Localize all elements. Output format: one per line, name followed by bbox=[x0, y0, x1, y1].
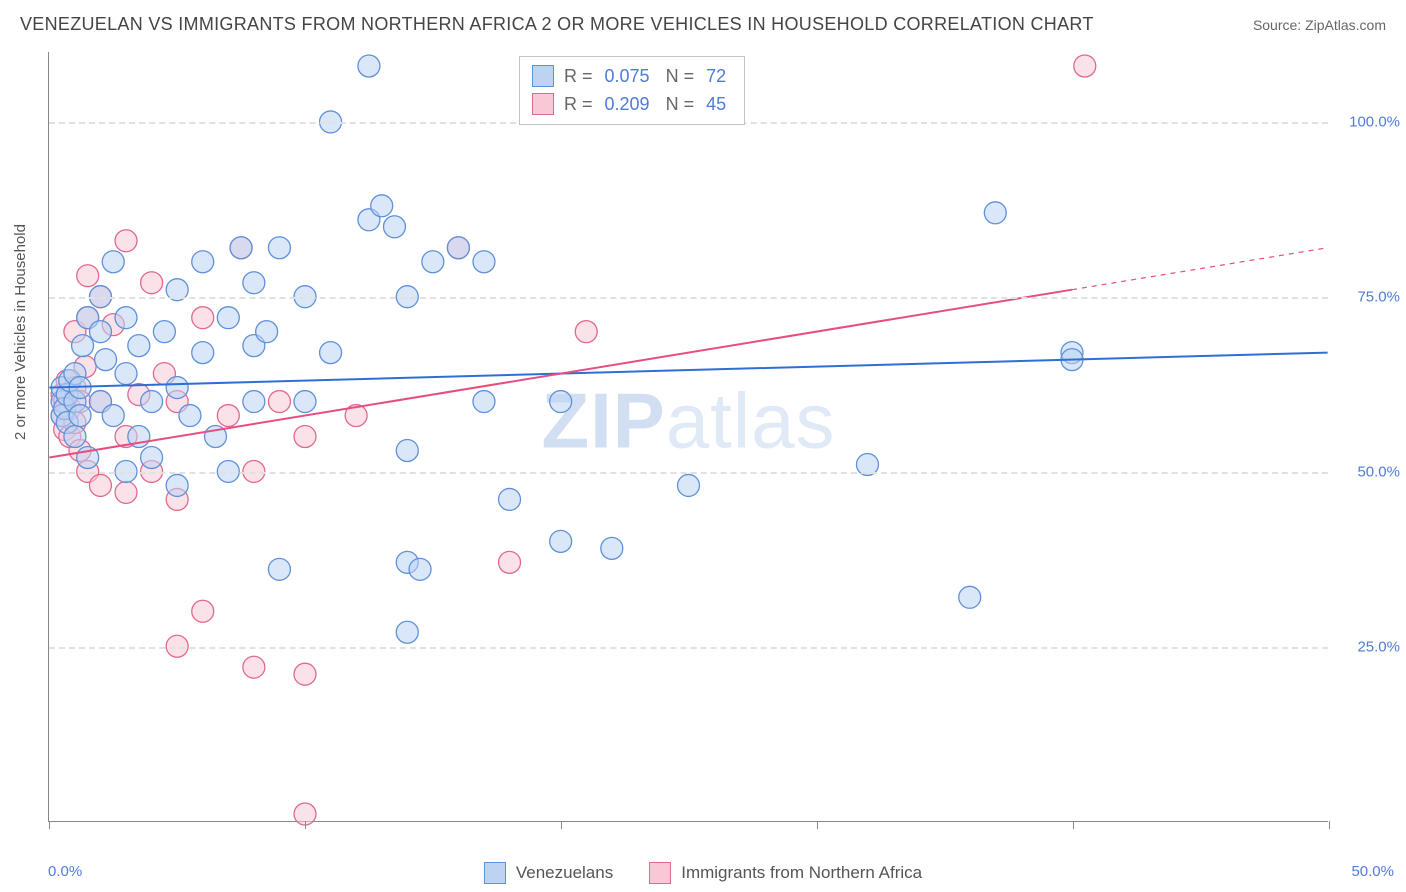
data-point bbox=[984, 202, 1006, 224]
data-point bbox=[141, 272, 163, 294]
gridline bbox=[49, 472, 1328, 474]
data-point bbox=[115, 307, 137, 329]
data-point bbox=[179, 405, 201, 427]
series-legend: Venezuelans Immigrants from Northern Afr… bbox=[0, 862, 1406, 884]
data-point bbox=[396, 621, 418, 643]
legend-row-venezuelans: R = 0.075 N = 72 bbox=[532, 62, 732, 90]
data-point bbox=[217, 405, 239, 427]
data-point bbox=[102, 251, 124, 273]
gridline bbox=[49, 297, 1328, 299]
data-point bbox=[89, 474, 111, 496]
data-point bbox=[192, 307, 214, 329]
data-point bbox=[192, 251, 214, 273]
data-point bbox=[77, 265, 99, 287]
data-point bbox=[473, 251, 495, 273]
data-point bbox=[678, 474, 700, 496]
correlation-legend: R = 0.075 N = 72 R = 0.209 N = 45 bbox=[519, 56, 745, 125]
data-point bbox=[959, 586, 981, 608]
n-value-1: 45 bbox=[706, 90, 726, 118]
x-tick bbox=[305, 821, 306, 829]
data-point bbox=[192, 342, 214, 364]
data-point bbox=[371, 195, 393, 217]
data-point bbox=[230, 237, 252, 259]
data-point bbox=[115, 363, 137, 385]
data-point bbox=[575, 321, 597, 343]
data-point bbox=[192, 600, 214, 622]
swatch-icon bbox=[532, 93, 554, 115]
data-point bbox=[72, 335, 94, 357]
trend-line bbox=[49, 353, 1327, 388]
source-label: Source: ZipAtlas.com bbox=[1253, 17, 1386, 33]
data-point bbox=[601, 537, 623, 559]
data-point bbox=[141, 446, 163, 468]
chart-title: VENEZUELAN VS IMMIGRANTS FROM NORTHERN A… bbox=[20, 14, 1094, 35]
y-tick-label: 25.0% bbox=[1357, 639, 1400, 656]
data-point bbox=[294, 663, 316, 685]
r-value-1: 0.209 bbox=[605, 90, 650, 118]
data-point bbox=[409, 558, 431, 580]
legend-row-northern-africa: R = 0.209 N = 45 bbox=[532, 90, 732, 118]
data-point bbox=[422, 251, 444, 273]
data-point bbox=[128, 335, 150, 357]
scatter-svg bbox=[49, 52, 1328, 821]
swatch-icon bbox=[649, 862, 671, 884]
y-tick-label: 75.0% bbox=[1357, 289, 1400, 306]
data-point bbox=[320, 342, 342, 364]
gridline bbox=[49, 647, 1328, 649]
x-tick bbox=[1329, 821, 1330, 829]
x-tick bbox=[49, 821, 50, 829]
data-point bbox=[89, 321, 111, 343]
data-point bbox=[166, 474, 188, 496]
x-tick bbox=[561, 821, 562, 829]
data-point bbox=[499, 551, 521, 573]
plot-area: ZIPatlas R = 0.075 N = 72 R = 0.209 N = … bbox=[48, 52, 1328, 822]
data-point bbox=[102, 405, 124, 427]
data-point bbox=[141, 391, 163, 413]
data-point bbox=[243, 272, 265, 294]
swatch-icon bbox=[532, 65, 554, 87]
data-point bbox=[550, 391, 572, 413]
data-point bbox=[294, 391, 316, 413]
data-point bbox=[69, 405, 91, 427]
data-point bbox=[243, 656, 265, 678]
data-point bbox=[396, 439, 418, 461]
data-point bbox=[256, 321, 278, 343]
data-point bbox=[64, 426, 86, 448]
data-point bbox=[268, 391, 290, 413]
x-tick bbox=[1073, 821, 1074, 829]
data-point bbox=[447, 237, 469, 259]
data-point bbox=[243, 391, 265, 413]
data-point bbox=[166, 377, 188, 399]
data-point bbox=[499, 488, 521, 510]
data-point bbox=[294, 426, 316, 448]
data-point bbox=[1074, 55, 1096, 77]
legend-item-northern-africa: Immigrants from Northern Africa bbox=[649, 862, 922, 884]
data-point bbox=[358, 55, 380, 77]
data-point bbox=[383, 216, 405, 238]
data-point bbox=[268, 558, 290, 580]
data-point bbox=[95, 349, 117, 371]
legend-item-venezuelans: Venezuelans bbox=[484, 862, 613, 884]
data-point bbox=[268, 237, 290, 259]
r-value-0: 0.075 bbox=[605, 62, 650, 90]
x-tick bbox=[817, 821, 818, 829]
n-value-0: 72 bbox=[706, 62, 726, 90]
y-axis-label: 2 or more Vehicles in Household bbox=[12, 224, 29, 440]
data-point bbox=[473, 391, 495, 413]
data-point bbox=[153, 321, 175, 343]
y-tick-label: 50.0% bbox=[1357, 464, 1400, 481]
y-tick-label: 100.0% bbox=[1349, 114, 1400, 131]
trend-line-extrapolated bbox=[1072, 248, 1328, 290]
data-point bbox=[550, 530, 572, 552]
data-point bbox=[115, 481, 137, 503]
data-point bbox=[217, 307, 239, 329]
swatch-icon bbox=[484, 862, 506, 884]
data-point bbox=[115, 230, 137, 252]
